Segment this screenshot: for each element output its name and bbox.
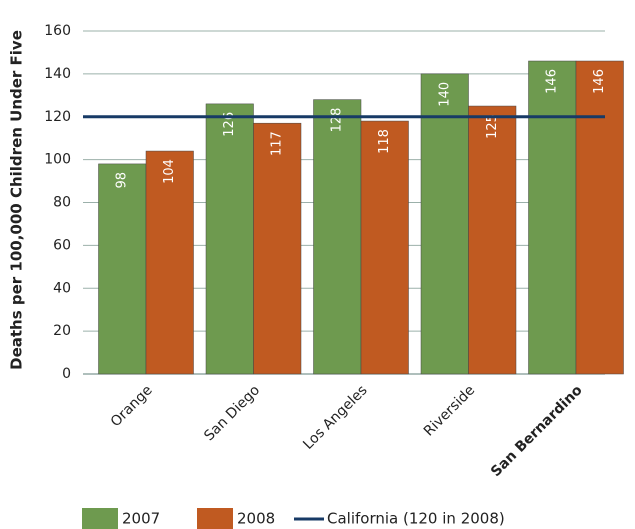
bar bbox=[360, 120, 409, 375]
bar bbox=[420, 73, 469, 375]
y-tick-label: 80 bbox=[53, 195, 71, 211]
y-tick-label: 100 bbox=[44, 152, 71, 168]
y-tick-label: 140 bbox=[44, 66, 71, 82]
x-tick-label: San Bernardino bbox=[488, 382, 586, 480]
x-tick-label: Los Angeles bbox=[300, 382, 370, 452]
value-label: 146 bbox=[545, 69, 560, 94]
value-label: 146 bbox=[592, 69, 607, 94]
legend-label: 2008 bbox=[237, 510, 275, 528]
x-tick-label: Riverside bbox=[421, 382, 478, 439]
bar bbox=[313, 99, 362, 375]
y-tick-label: 160 bbox=[44, 23, 71, 39]
y-tick-label: 60 bbox=[53, 237, 71, 253]
y-tick-label: 40 bbox=[53, 280, 71, 296]
value-label: 104 bbox=[162, 159, 177, 184]
legend-label: California (120 in 2008) bbox=[327, 510, 505, 528]
value-label: 117 bbox=[270, 131, 285, 156]
value-label: 98 bbox=[115, 172, 130, 189]
bar bbox=[253, 122, 302, 375]
bar bbox=[575, 60, 624, 375]
bar bbox=[98, 163, 147, 375]
legend-swatch bbox=[82, 508, 118, 529]
bar bbox=[528, 60, 577, 375]
bar bbox=[205, 103, 254, 375]
y-tick-label: 0 bbox=[62, 366, 71, 382]
legend-label: 2007 bbox=[122, 510, 160, 528]
y-tick-label: 120 bbox=[44, 109, 71, 125]
x-tick-label: Orange bbox=[108, 382, 156, 430]
value-label: 125 bbox=[485, 114, 500, 139]
y-tick-label: 20 bbox=[53, 323, 71, 339]
value-label: 118 bbox=[377, 129, 392, 154]
value-label: 128 bbox=[330, 108, 345, 133]
legend-swatch bbox=[197, 508, 233, 529]
bar bbox=[145, 150, 194, 375]
value-label: 140 bbox=[437, 82, 452, 107]
x-tick-label: San Diego bbox=[201, 382, 263, 444]
bar bbox=[468, 105, 517, 375]
y-axis-title: Deaths per 100,000 Children Under Five bbox=[8, 30, 26, 370]
